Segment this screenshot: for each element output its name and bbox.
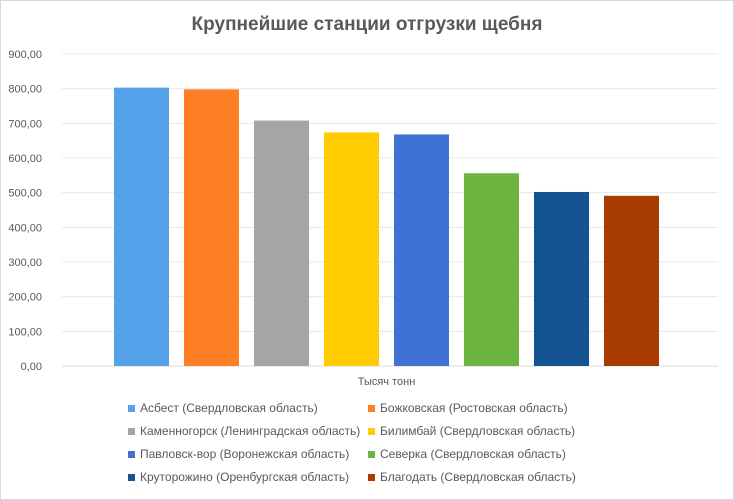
legend-swatch bbox=[368, 473, 375, 481]
legend-item: Северка (Свердловская область) bbox=[368, 446, 608, 462]
y-tick-label: 0,00 bbox=[21, 361, 42, 373]
chart-plot: 0,00 100,00 200,00 300,00 400,00 500,00 600,00… bbox=[8, 49, 718, 388]
bar-5 bbox=[394, 134, 449, 366]
chart-title: Крупнейшие станции отгрузки щебня bbox=[191, 14, 543, 35]
bar-1 bbox=[114, 87, 169, 367]
y-tick-label: 700,00 bbox=[8, 118, 42, 130]
bar-3 bbox=[254, 120, 309, 366]
y-tick-label: 500,00 bbox=[8, 188, 42, 200]
legend-swatch bbox=[128, 450, 135, 458]
legend-label: Божковская (Ростовская область) bbox=[380, 401, 568, 415]
bar-7 bbox=[534, 191, 589, 366]
legend-item: Билимбай (Свердловская область) bbox=[368, 423, 608, 439]
legend-swatch bbox=[368, 450, 375, 458]
legend-item: Павловск-вор (Воронежская область) bbox=[128, 446, 368, 462]
legend-swatch bbox=[128, 427, 135, 435]
legend-item: Каменногорск (Ленинградская область) bbox=[128, 423, 368, 439]
legend-label: Северка (Свердловская область) bbox=[380, 447, 566, 461]
y-tick-label: 400,00 bbox=[8, 222, 42, 234]
legend-swatch bbox=[128, 473, 135, 481]
legend-label: Каменногорск (Ленинградская область) bbox=[140, 424, 361, 438]
legend-item: Божковская (Ростовская область) bbox=[368, 400, 608, 416]
legend-label: Круторожино (Оренбургская область) bbox=[140, 470, 350, 484]
y-tick-label: 600,00 bbox=[8, 153, 42, 165]
legend-item: Благодать (Свердловская область) bbox=[368, 469, 608, 485]
y-tick-label: 900,00 bbox=[8, 49, 42, 61]
bar-2 bbox=[184, 89, 239, 367]
y-tick-label: 800,00 bbox=[8, 84, 42, 96]
y-tick-label: 200,00 bbox=[8, 292, 42, 304]
bar-8 bbox=[604, 195, 659, 366]
bar-4 bbox=[324, 132, 379, 366]
legend-swatch bbox=[128, 404, 135, 412]
legend-swatch bbox=[368, 427, 375, 435]
bar-6 bbox=[464, 173, 519, 366]
x-axis-label: Тысяч тонн bbox=[358, 376, 416, 388]
legend-swatch bbox=[368, 404, 375, 412]
legend-item: Асбест (Свердловская область) bbox=[128, 400, 368, 416]
y-tick-label: 300,00 bbox=[8, 257, 42, 269]
legend-label: Билимбай (Свердловская область) bbox=[380, 424, 576, 438]
y-tick-label: 100,00 bbox=[8, 326, 42, 338]
legend-label: Асбест (Свердловская область) bbox=[140, 401, 318, 415]
legend-label: Благодать (Свердловская область) bbox=[380, 470, 576, 484]
legend-label: Павловск-вор (Воронежская область) bbox=[140, 447, 350, 461]
chart-legend: Асбест (Свердловская область) Божковская … bbox=[128, 400, 608, 485]
legend-item: Круторожино (Оренбургская область) bbox=[128, 469, 368, 485]
